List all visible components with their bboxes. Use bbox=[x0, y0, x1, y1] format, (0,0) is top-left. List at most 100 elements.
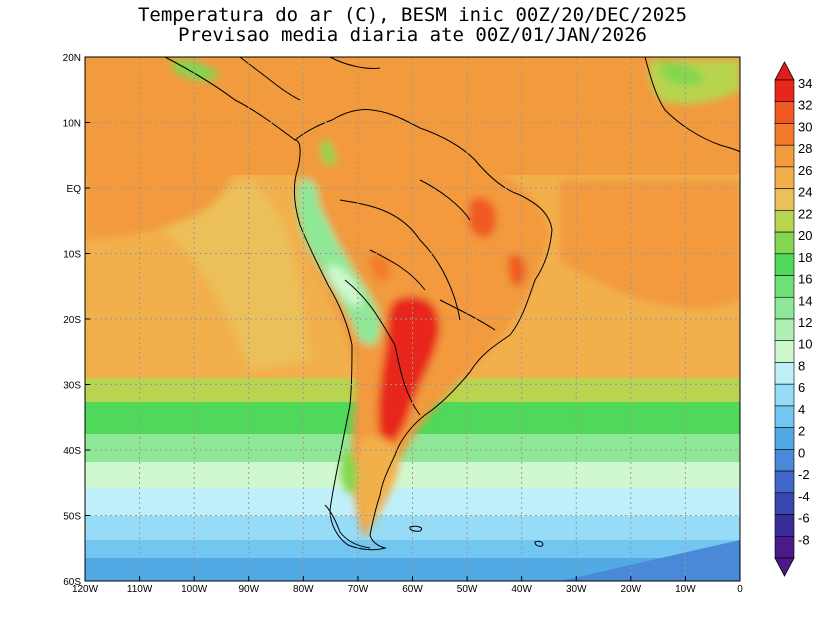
south-america-coast bbox=[164, 56, 553, 551]
colorbar-bottom-arrow bbox=[774, 557, 795, 577]
boundary-2 bbox=[369, 249, 426, 291]
x-tick-label: 80W bbox=[293, 584, 314, 595]
x-tick-label: 100W bbox=[181, 584, 208, 595]
africa-coast bbox=[644, 56, 741, 153]
warm-spot-bolivia bbox=[369, 254, 391, 282]
colorbar-label: 28 bbox=[798, 141, 812, 156]
x-axis: 120W 110W 100W 90W 80W 70W 60W 50W 40W 30W 20W 10W 0 bbox=[72, 576, 743, 595]
colorbar-label: 22 bbox=[798, 206, 812, 221]
x-tick-label: 0 bbox=[737, 584, 743, 595]
falklands-coast bbox=[534, 540, 544, 547]
colorbar-swatch bbox=[774, 166, 795, 189]
colorbar-label: 18 bbox=[798, 250, 812, 265]
colorbar-top-arrow bbox=[774, 61, 795, 81]
x-tick-label: 30W bbox=[566, 584, 587, 595]
colorbar-swatch bbox=[774, 470, 795, 494]
y-tick-label: 20N bbox=[63, 53, 81, 64]
y-tick-label: 10S bbox=[63, 250, 81, 261]
atlantic-warm-area bbox=[560, 180, 740, 308]
y-tick-label: 40S bbox=[63, 446, 81, 457]
y-tick-label: EQ bbox=[67, 184, 82, 195]
central-america-cool bbox=[170, 59, 220, 81]
hot-spot-ne-brazil-1 bbox=[468, 197, 497, 238]
island-coast bbox=[409, 525, 423, 532]
colorbar-label: 30 bbox=[798, 119, 812, 134]
cold-patch-southeast bbox=[560, 540, 740, 581]
x-tick-label: 10W bbox=[675, 584, 696, 595]
band-56s bbox=[85, 540, 740, 560]
colombia-andes-cool bbox=[320, 140, 336, 166]
colorbar-label: 20 bbox=[798, 228, 812, 243]
colorbar-label: 16 bbox=[798, 272, 812, 287]
boundary-3 bbox=[344, 279, 421, 416]
colorbar-swatch bbox=[774, 340, 795, 363]
colorbar-swatch bbox=[774, 383, 795, 407]
x-tick-label: 40W bbox=[511, 584, 532, 595]
x-tick-label: 90W bbox=[238, 584, 259, 595]
patagonia-andes-cool bbox=[340, 450, 358, 494]
colorbar-label: 2 bbox=[798, 424, 805, 439]
colorbar-swatch bbox=[774, 362, 795, 385]
colorbar-label: 0 bbox=[798, 445, 805, 460]
colorbar-swatch bbox=[774, 427, 795, 450]
caribbean-coast bbox=[329, 56, 381, 69]
chart-title-line1: Temperatura do ar (C), BESM inic 00Z/20/… bbox=[137, 4, 688, 26]
grid-lines bbox=[85, 57, 740, 581]
colorbar-label: 10 bbox=[798, 337, 812, 352]
colorbar-swatch bbox=[774, 79, 795, 103]
x-tick-label: 120W bbox=[72, 584, 99, 595]
boundary-1 bbox=[339, 199, 461, 321]
colorbar-label: 24 bbox=[798, 185, 812, 200]
colorbar-swatch bbox=[774, 144, 795, 168]
colorbar-label: 14 bbox=[798, 293, 812, 308]
x-tick-label: 60W bbox=[402, 584, 423, 595]
coastlines bbox=[164, 56, 741, 551]
colorbar-swatch bbox=[774, 535, 795, 559]
x-tick-label: 20W bbox=[621, 584, 642, 595]
africa-cool-core bbox=[660, 61, 705, 86]
colorbar-label: -8 bbox=[798, 532, 810, 547]
colorbar-label: 6 bbox=[798, 380, 805, 395]
colorbar-label: 34 bbox=[798, 76, 812, 91]
band-45s bbox=[85, 462, 740, 490]
y-tick-label: 30S bbox=[63, 381, 81, 392]
colorbar-label: 32 bbox=[798, 98, 812, 113]
colorbar-swatch bbox=[774, 253, 795, 276]
boundary-4 bbox=[439, 299, 496, 331]
andes-cold-patch bbox=[327, 265, 362, 307]
y-tick-label: 50S bbox=[63, 512, 81, 523]
chart-title-line2: Previsao media diaria ate 00Z/01/JAN/202… bbox=[178, 24, 647, 46]
colorbar-label: 8 bbox=[798, 358, 805, 373]
colorbar-swatch bbox=[774, 405, 795, 428]
boundary-5 bbox=[419, 179, 471, 221]
y-axis: 20N 10N EQ 10S 20S 30S 40S 50S 60S bbox=[63, 53, 90, 588]
hot-core-center bbox=[395, 319, 427, 377]
colorbar-swatch bbox=[774, 231, 795, 255]
colorbar-swatch bbox=[774, 296, 795, 320]
colorbar-swatch bbox=[774, 318, 795, 342]
colorbar-swatch bbox=[774, 449, 795, 472]
pacific-warm-area bbox=[85, 150, 232, 240]
colorbar-label: -2 bbox=[798, 467, 810, 482]
pacific-cool-tongue bbox=[150, 180, 310, 370]
x-tick-label: 70W bbox=[348, 584, 369, 595]
colorbar-label: -6 bbox=[798, 511, 810, 526]
colorbar-swatch bbox=[774, 188, 795, 211]
colorbar-label: 12 bbox=[798, 315, 812, 330]
x-tick-label: 110W bbox=[127, 584, 153, 595]
colorbar-label: -4 bbox=[798, 489, 810, 504]
colorbar-swatch bbox=[774, 123, 795, 146]
colorbar-label: 26 bbox=[798, 163, 812, 178]
colorbar-swatch bbox=[774, 275, 795, 298]
colorbar-label: 4 bbox=[798, 402, 805, 417]
colorbar-swatch bbox=[774, 210, 795, 233]
southern-chile-coast bbox=[324, 504, 371, 549]
patagonia-warm bbox=[357, 436, 400, 530]
y-tick-label: 60S bbox=[63, 577, 81, 588]
colorbar-swatch bbox=[774, 514, 795, 537]
colorbar-swatch bbox=[774, 492, 795, 515]
y-tick-label: 20S bbox=[63, 315, 81, 326]
temperature-field bbox=[85, 57, 740, 581]
x-tick-label: 50W bbox=[457, 584, 478, 595]
